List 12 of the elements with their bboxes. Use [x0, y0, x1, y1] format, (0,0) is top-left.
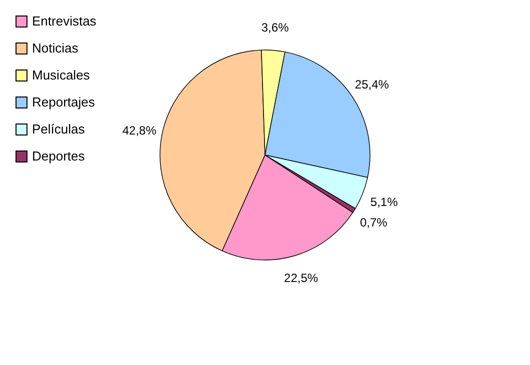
legend-label: Películas [32, 122, 86, 136]
legend-label: Musicales [32, 68, 90, 82]
data-label: 42,8% [122, 123, 157, 138]
legend-label: Reportajes [32, 94, 96, 110]
data-label: 25,4% [354, 78, 390, 92]
data-label: 5,1% [370, 194, 398, 209]
data-label: 0,7% [360, 216, 388, 230]
data-label: 3,6% [261, 20, 290, 34]
legend-label: Entrevistas [32, 14, 97, 28]
data-label: 22,5% [284, 270, 318, 285]
legend-label: Noticias [32, 40, 79, 56]
legend-label: Deportes [32, 148, 86, 164]
